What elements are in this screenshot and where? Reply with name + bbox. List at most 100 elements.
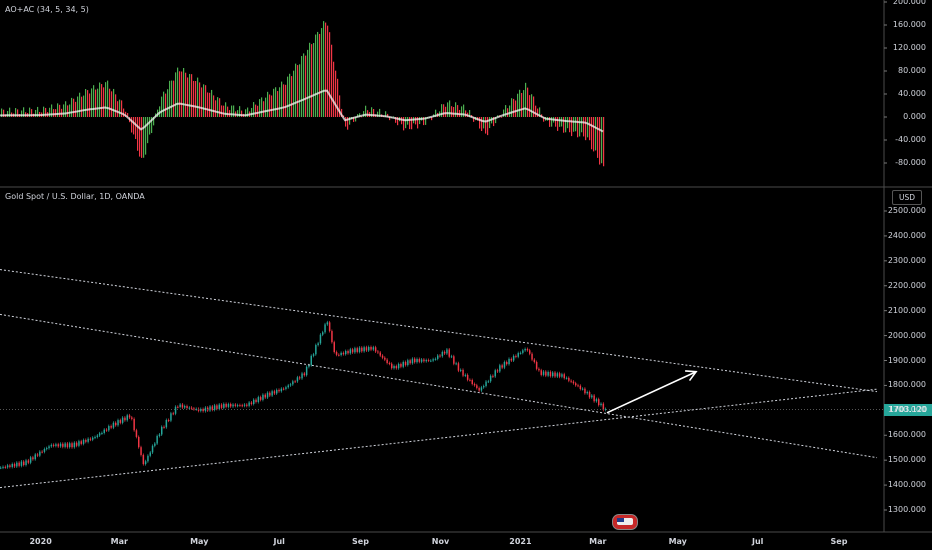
oscillator-bar-129 (259, 99, 261, 117)
candle-body-227 (522, 350, 524, 353)
oscillator-bar-48 (97, 88, 99, 117)
candle-body-173 (397, 363, 400, 369)
candle-body-65 (149, 452, 151, 456)
osc-y-tick-label: 40.000 (898, 89, 926, 98)
oscillator-bar-61 (123, 108, 125, 117)
candle-body-261 (600, 403, 602, 406)
candle-body-217 (499, 365, 501, 372)
oscillator-bar-65 (131, 117, 133, 133)
candle-body-124 (285, 387, 287, 389)
oscillator-bar-42 (85, 89, 87, 117)
candle-body-256 (588, 392, 591, 398)
oscillator-bar-204 (409, 117, 411, 130)
oscillator-bar-166 (333, 61, 335, 117)
oscillator-bar-205 (411, 117, 413, 130)
candle-body-125 (287, 385, 289, 388)
oscillator-bar-239 (479, 117, 481, 129)
oscillator-bar-246 (493, 117, 495, 127)
oscillator-bar-84 (169, 80, 171, 117)
candle-body-215 (494, 370, 496, 377)
candle-body-84 (193, 408, 195, 410)
candle-body-68 (156, 435, 158, 444)
oscillator-bar-230 (461, 106, 463, 117)
candle-body-242 (556, 373, 559, 377)
candle-body-202 (464, 374, 467, 376)
candle-body-91 (209, 406, 211, 411)
candle-body-15 (34, 454, 36, 460)
oscillator-bar-198 (397, 117, 399, 126)
oscillator-bar-125 (251, 107, 253, 117)
oscillator-bar-72 (145, 117, 147, 155)
x-tick-label: May (190, 537, 209, 546)
candle-body-98 (225, 403, 227, 407)
oscillator-bar-228 (457, 105, 459, 117)
candle-body-41 (94, 437, 96, 439)
candle-body-198 (455, 363, 457, 365)
candle-body-101 (232, 404, 234, 407)
oscillator-bar-259 (519, 89, 521, 117)
oscillator-bar-260 (521, 92, 523, 117)
candle-body-257 (591, 395, 593, 398)
candle-body-222 (510, 358, 513, 361)
oscillator-bar-147 (295, 63, 297, 117)
candle-body-241 (554, 372, 556, 377)
oscillator-bar-269 (539, 107, 541, 117)
oscillator-bar-193 (387, 113, 389, 117)
candle-body-99 (227, 404, 230, 407)
x-tick-label: Nov (431, 537, 450, 546)
oscillator-bar-28 (57, 103, 59, 117)
oscillator-bar-60 (121, 100, 123, 117)
candle-body-187 (430, 360, 432, 362)
price-y-tick-label: 2500.000 (887, 206, 926, 215)
candle-body-95 (218, 404, 220, 409)
oscillator-bar-59 (119, 99, 121, 117)
oscillator-bar-157 (315, 34, 317, 117)
candle-body-18 (41, 451, 43, 453)
oscillator-bar-182 (365, 105, 367, 117)
oscillator-bar-180 (361, 116, 363, 118)
candle-body-127 (292, 381, 294, 385)
oscillator-bar-62 (125, 111, 127, 117)
candle-body-12 (27, 460, 30, 463)
oscillator-bar-92 (185, 72, 187, 117)
oscillator-bar-38 (77, 96, 79, 117)
oscillator-bar-148 (297, 65, 299, 117)
oscillator-bar-283 (567, 117, 569, 129)
oscillator-bar-71 (143, 117, 145, 158)
oscillator-bar-123 (247, 107, 249, 117)
oscillator-bar-102 (205, 85, 207, 117)
oscillator-bar-279 (559, 117, 561, 127)
oscillator-bar-236 (473, 117, 475, 122)
x-tick-label: May (668, 537, 687, 546)
candle-body-49 (112, 422, 115, 428)
oscillator-bar-144 (289, 73, 291, 117)
oscillator-bar-136 (273, 88, 275, 117)
candle-body-78 (179, 404, 181, 407)
candle-body-151 (347, 351, 349, 354)
oscillator-bar-207 (415, 117, 417, 125)
oscillator-bar-258 (517, 93, 519, 117)
candle-body-149 (342, 352, 345, 355)
us-flag-icon[interactable] (612, 514, 638, 530)
oscillator-bar-291 (583, 117, 585, 137)
oscillator-bar-127 (255, 104, 257, 117)
candle-body-82 (188, 407, 191, 409)
candle-body-87 (200, 409, 202, 411)
oscillator-bar-133 (267, 91, 269, 117)
candle-body-27 (62, 443, 64, 447)
oscillator-bar-69 (139, 117, 141, 157)
candle-body-248 (570, 380, 572, 382)
candle-body-183 (420, 359, 423, 362)
oscillator-bar-119 (239, 106, 241, 117)
candle-body-112 (257, 397, 260, 402)
candle-body-153 (351, 349, 354, 353)
candle-body-32 (73, 442, 76, 448)
oscillator-bar-85 (171, 80, 173, 117)
candle-body-108 (248, 402, 250, 406)
osc-y-tick-label: -40.000 (895, 135, 926, 144)
currency-badge[interactable]: USD (892, 190, 922, 205)
oscillator-bar-32 (65, 101, 67, 117)
oscillator-bar-297 (595, 117, 597, 151)
candle-body-162 (372, 347, 375, 350)
oscillator-bar-300 (601, 117, 603, 164)
